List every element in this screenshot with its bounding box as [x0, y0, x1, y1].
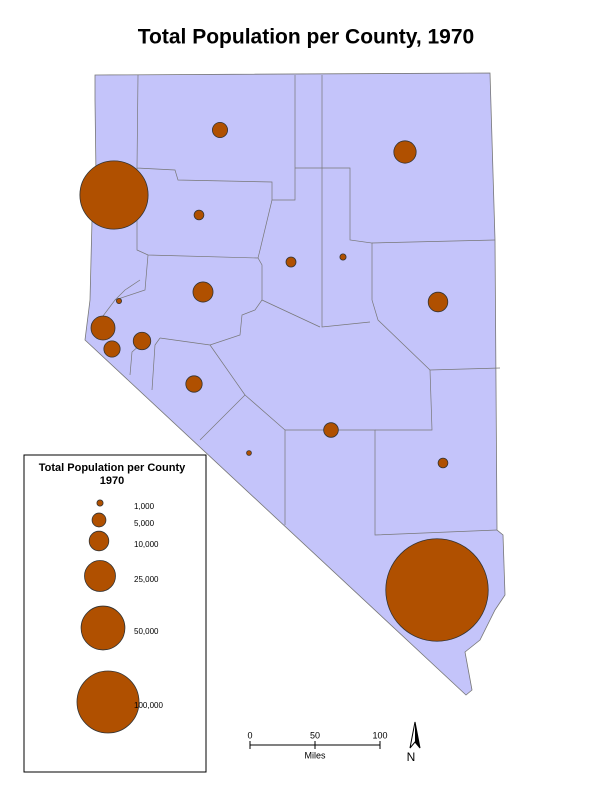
population-symbol [246, 450, 252, 456]
population-symbol [193, 209, 205, 221]
population-symbol [79, 160, 149, 230]
scale-label: 0 [247, 730, 252, 740]
legend-title: 1970 [100, 475, 124, 487]
north-label: N [407, 750, 416, 764]
population-symbol [339, 253, 347, 261]
legend-label: 5,000 [134, 519, 155, 528]
population-symbol [427, 291, 449, 313]
population-symbol [103, 340, 121, 358]
scale-label: 100 [372, 730, 387, 740]
population-symbol [192, 281, 214, 303]
legend-label: 1,000 [134, 502, 155, 511]
population-symbol [437, 457, 449, 469]
population-symbol [323, 422, 339, 438]
population-symbol [393, 140, 417, 164]
population-symbol [132, 331, 152, 351]
scale-unit: Miles [304, 750, 326, 760]
legend-symbol [91, 512, 107, 528]
legend-symbol [76, 670, 140, 734]
population-symbol [90, 315, 116, 341]
legend-symbol [80, 605, 126, 651]
population-symbol [385, 538, 489, 642]
population-symbol [185, 375, 203, 393]
legend-symbol [84, 560, 116, 592]
map-title: Total Population per County, 1970 [138, 26, 474, 49]
legend-label: 10,000 [134, 540, 159, 549]
legend-symbol [96, 499, 104, 507]
legend-label: 25,000 [134, 575, 159, 584]
population-symbol [116, 298, 122, 304]
population-symbol [212, 122, 228, 138]
population-symbol [285, 256, 297, 268]
legend-label: 100,000 [134, 701, 163, 710]
north-arrow [409, 721, 421, 749]
scale-label: 50 [310, 730, 320, 740]
legend-label: 50,000 [134, 627, 159, 636]
legend-symbol [88, 530, 110, 552]
legend-title: Total Population per County [39, 462, 186, 474]
